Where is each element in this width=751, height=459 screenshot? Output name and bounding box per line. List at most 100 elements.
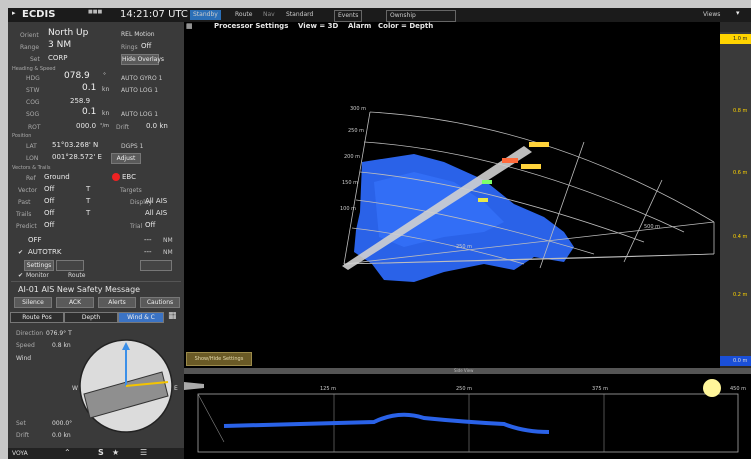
monitor-mode[interactable]: Monitor [26, 272, 49, 279]
hide-overlays-button[interactable]: Hide Overlays [121, 54, 165, 65]
past-select[interactable]: Off [44, 197, 55, 205]
grid-icon[interactable]: ▦ [168, 311, 177, 321]
degree-unit: ° [103, 72, 106, 79]
past-time[interactable]: T [86, 197, 91, 205]
tab-standby[interactable]: Standby [190, 10, 221, 20]
ebc-label[interactable]: EBC [122, 173, 136, 181]
orient-select[interactable]: North Up [48, 28, 89, 38]
cautions-button[interactable]: Cautions [140, 297, 180, 308]
ref-select[interactable]: Ground [44, 173, 70, 181]
ack-button[interactable]: ACK [56, 297, 94, 308]
tab-route[interactable]: Route [235, 11, 253, 18]
base-arc [343, 253, 715, 265]
rings-select[interactable]: Off [141, 42, 152, 50]
stw-unit: kn [102, 86, 110, 93]
compass-e: E [174, 385, 178, 392]
lat-source[interactable]: DGPS 1 [121, 143, 144, 150]
distance-label: 125 m [320, 386, 336, 392]
distance-label: 250 m [456, 386, 472, 392]
tab-wind-current[interactable]: Wind & C [118, 312, 164, 323]
settings-button[interactable]: Settings [24, 260, 54, 271]
tab-events[interactable]: Events [334, 10, 363, 22]
voyage-button[interactable]: VOYA [12, 450, 28, 457]
vector-time[interactable]: T [86, 185, 91, 193]
side-view-header: Side View [184, 368, 751, 374]
range-label: Range [20, 44, 40, 51]
ais-filter-select[interactable]: All AIS [145, 209, 168, 217]
scale-label: 1.0 m [733, 36, 748, 42]
menu-lines-icon[interactable]: ☰ [140, 448, 148, 457]
color-menu[interactable]: Color = Depth [378, 22, 434, 30]
tab-standard[interactable]: Standard [286, 11, 314, 18]
sort-button[interactable] [56, 260, 84, 271]
tab-nav[interactable]: Nav [263, 11, 275, 18]
predict-select[interactable]: Off [44, 221, 55, 229]
sog-source[interactable]: AUTO LOG 1 [121, 111, 159, 118]
grid-icon[interactable]: ▦ [186, 22, 193, 30]
scale-label: 0.2 m [733, 292, 748, 298]
arrow-head-icon [122, 342, 130, 350]
set-select[interactable]: CORP [48, 54, 68, 62]
chevron-up-icon[interactable]: ⌃ [64, 448, 71, 457]
drift-value: 0.0 kn [146, 122, 168, 130]
route-mode[interactable]: Route [68, 272, 86, 279]
grid-line [539, 141, 585, 269]
compass-w: W [72, 385, 78, 392]
trails-label: Trails [16, 211, 32, 218]
hdg-source[interactable]: AUTO GYRO 1 [121, 75, 163, 82]
stw-source[interactable]: AUTO LOG 1 [121, 87, 159, 94]
trails-select[interactable]: Off [44, 209, 55, 217]
menu-icon[interactable]: ▸ [12, 9, 16, 17]
hdg-value: 078.9 [64, 71, 90, 81]
wind-select[interactable]: Wind [16, 355, 32, 362]
drift-label: Drift [116, 124, 130, 131]
alert-message[interactable]: AI-01 AIS New Safety Message [18, 285, 141, 294]
sun-marker-icon [703, 379, 721, 397]
heading-speed-label: Heading & Speed [12, 66, 56, 72]
side-view-title: Side View [454, 368, 474, 373]
range-arc [351, 227, 525, 265]
tab-depth[interactable]: Depth [64, 312, 118, 323]
processor-settings-menu[interactable]: Processor Settings [214, 22, 289, 30]
ebc-indicator-icon [112, 173, 120, 181]
bottom-toolbar: VOYA ⌃ S ★ ☰ [8, 448, 184, 459]
autotrk-label[interactable]: AUTOTRK [28, 248, 62, 256]
range-label: 150 m [342, 180, 358, 186]
range-label: 100 m [340, 206, 356, 212]
trails-time[interactable]: T [86, 209, 91, 217]
cog-value: 258.9 [70, 97, 91, 105]
drift2-value: 0.0 kn [52, 432, 71, 439]
vector-select[interactable]: Off [44, 185, 55, 193]
clock: 14:21:07 UTC [120, 9, 188, 20]
distance-label: 375 m [592, 386, 608, 392]
star-icon[interactable]: ★ [112, 448, 120, 457]
clear-button[interactable] [140, 260, 172, 271]
adjust-button[interactable]: Adjust [111, 153, 141, 164]
display-select[interactable]: All AIS [145, 197, 168, 205]
s-icon[interactable]: S [98, 448, 104, 457]
tab-ownship[interactable]: Ownship [386, 10, 456, 22]
title-bar: ▸ ECDIS ■■■ 14:21:07 UTC Standby Route N… [8, 8, 751, 23]
check-icon[interactable]: ✔ [18, 249, 24, 256]
sonar-3d-view[interactable]: ▦ Processor Settings View = 3D Alarm Col… [184, 22, 720, 368]
range-select[interactable]: 3 NM [48, 40, 72, 50]
view-menu[interactable]: View = 3D [298, 22, 339, 30]
alerts-button[interactable]: Alerts [98, 297, 136, 308]
alarm-menu[interactable]: Alarm [348, 22, 372, 30]
target-marker [529, 142, 549, 147]
rot-value: 000.0 [76, 122, 97, 130]
off-select[interactable]: OFF [28, 236, 42, 244]
show-hide-settings-button[interactable]: Show/Hide Settings [186, 352, 252, 366]
left-panel: Orient North Up REL Motion Range 3 NM Ri… [8, 22, 184, 459]
trial-select[interactable]: Off [145, 221, 156, 229]
check-icon-2[interactable]: ✔ [18, 272, 24, 279]
silence-button[interactable]: Silence [14, 297, 52, 308]
range-label: 300 m [350, 106, 366, 112]
range-label: 250 m [348, 128, 364, 134]
chevron-down-icon[interactable]: ▾ [736, 9, 740, 17]
hdg-label: HDG [26, 75, 40, 82]
motion-select[interactable]: REL Motion [121, 31, 155, 38]
distance-label: 500 m [644, 224, 660, 230]
tab-route-pos[interactable]: Route Pos [10, 312, 64, 323]
views-menu[interactable]: Views [703, 11, 721, 18]
